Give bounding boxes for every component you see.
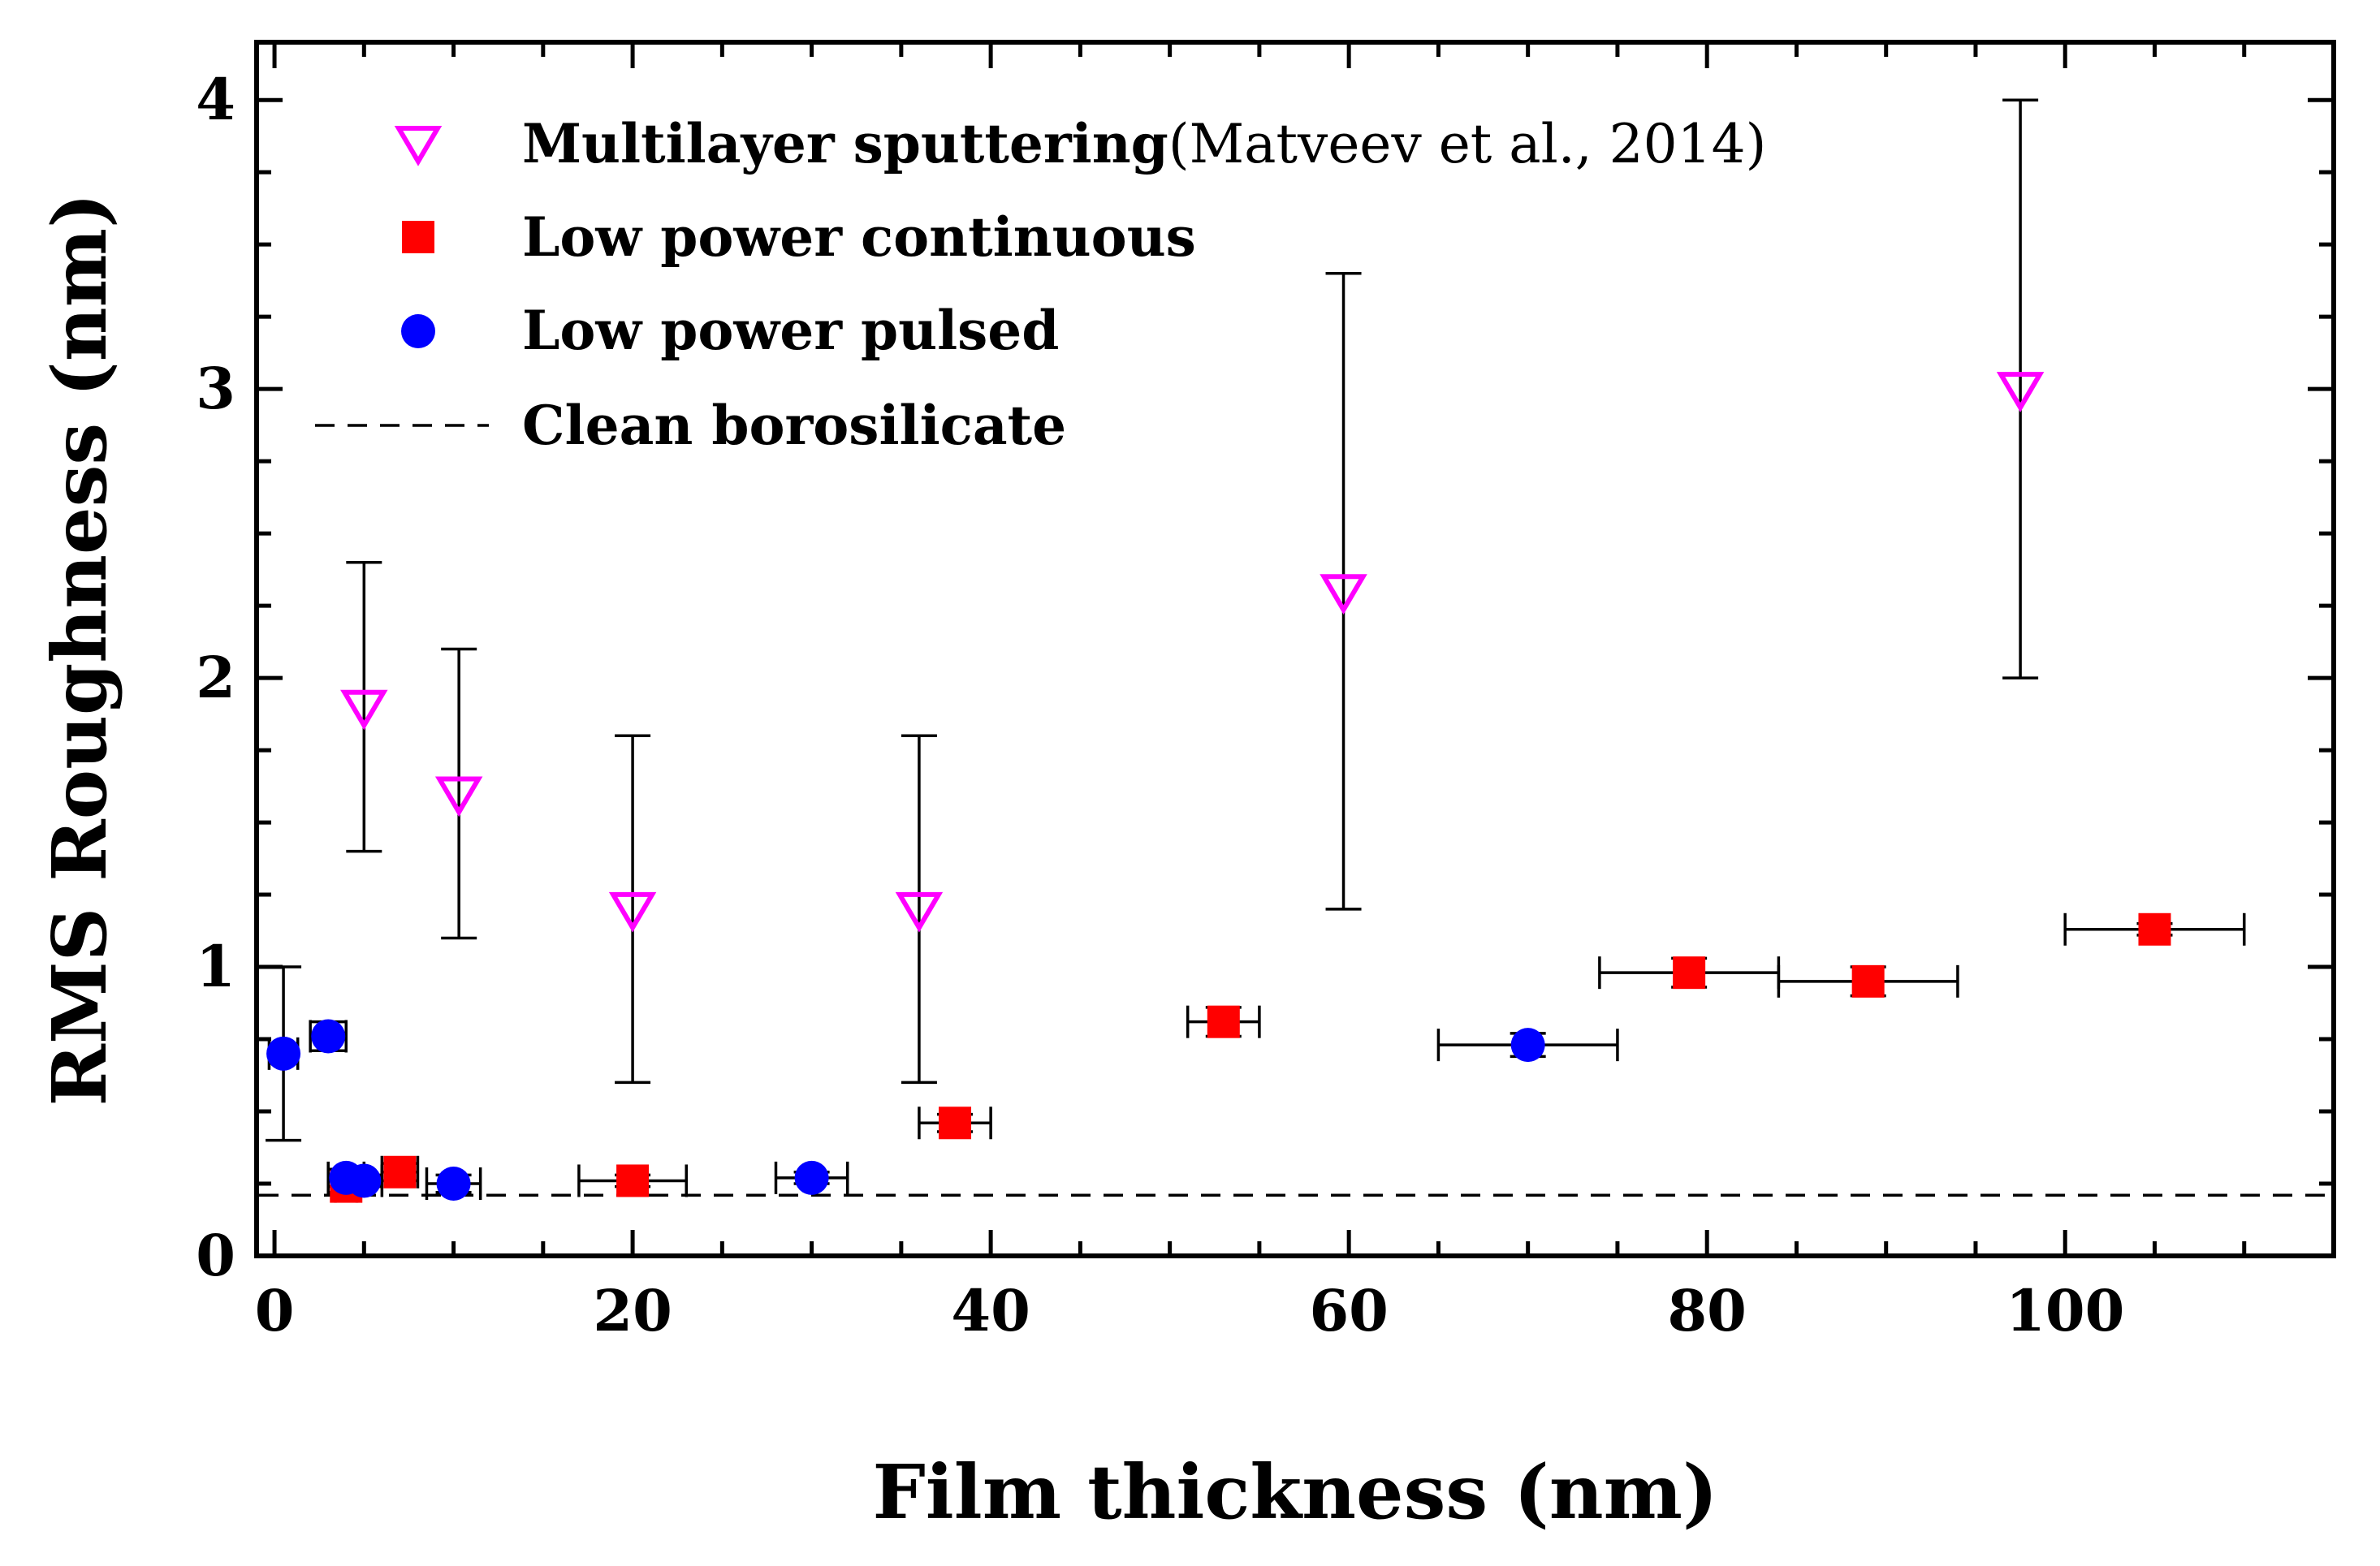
- pulsed-point: [311, 1019, 346, 1054]
- continuous-point: [1207, 1005, 1240, 1038]
- legend-pulsed-label: Low power pulsed: [522, 299, 1059, 362]
- pulsed-point: [1510, 1028, 1545, 1063]
- pulsed-point: [266, 1036, 301, 1071]
- x-tick-label: 0: [255, 1277, 295, 1344]
- continuous-point: [1851, 964, 1885, 998]
- y-axis-title: RMS Roughness (nm): [36, 192, 123, 1106]
- x-tick-label: 40: [951, 1277, 1030, 1344]
- multilayer-point: [1996, 372, 2045, 412]
- multilayer-point: [1320, 574, 1367, 615]
- pulsed-point: [794, 1160, 829, 1195]
- plot-frame: [254, 40, 2336, 1258]
- legend-borosilicate-label: Clean borosilicate: [522, 394, 1066, 457]
- continuous-point: [616, 1164, 650, 1197]
- continuous-point: [2138, 912, 2171, 946]
- legend-multilayer-marker: [394, 126, 443, 166]
- y-tick-label: 4: [196, 66, 235, 133]
- multilayer-point: [340, 689, 388, 731]
- x-tick-label: 80: [1667, 1277, 1746, 1344]
- y-tick-label: 2: [196, 644, 235, 711]
- legend-multilayer-citation: (Matveev et al., 2014): [1168, 113, 1767, 175]
- pulsed-point: [347, 1163, 382, 1198]
- legend-pulsed-marker: [401, 314, 435, 348]
- legend-multilayer-label: Multilayer sputtering(Matveev et al., 20…: [522, 112, 1766, 175]
- legend-multilayer-name: Multilayer sputtering: [522, 112, 1168, 175]
- continuous-point: [939, 1107, 972, 1140]
- multilayer-point: [434, 776, 483, 818]
- legend-continuous-label: Low power continuous: [522, 205, 1196, 269]
- multilayer-point: [608, 891, 657, 933]
- continuous-point: [383, 1155, 417, 1189]
- x-tick-label: 20: [593, 1277, 672, 1344]
- x-axis-title: Film thickness (nm): [872, 1448, 1717, 1536]
- y-tick-label: 0: [196, 1222, 235, 1289]
- y-tick-label: 3: [196, 355, 235, 422]
- legend-continuous-marker: [402, 221, 434, 253]
- continuous-point: [1673, 956, 1706, 990]
- y-tick-label: 1: [196, 933, 235, 1000]
- pulsed-point: [436, 1167, 471, 1201]
- multilayer-point: [895, 891, 944, 933]
- x-tick-label: 100: [2006, 1277, 2124, 1344]
- x-tick-label: 60: [1309, 1277, 1388, 1344]
